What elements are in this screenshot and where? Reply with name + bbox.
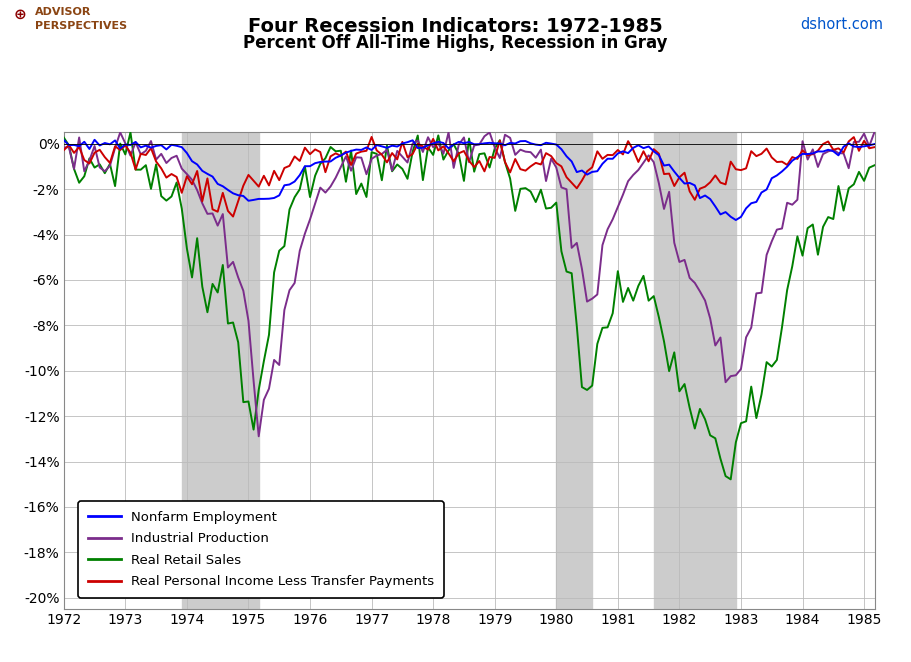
Text: ADVISOR: ADVISOR — [35, 7, 91, 17]
Bar — [557, 132, 592, 609]
Text: ⊕: ⊕ — [14, 7, 26, 22]
Bar — [182, 132, 259, 609]
Text: dshort.com: dshort.com — [801, 17, 884, 32]
Bar — [654, 132, 736, 609]
Legend: Nonfarm Employment, Industrial Production, Real Retail Sales, Real Personal Inco: Nonfarm Employment, Industrial Productio… — [78, 502, 444, 598]
Text: PERSPECTIVES: PERSPECTIVES — [35, 21, 127, 31]
Text: Four Recession Indicators: 1972-1985: Four Recession Indicators: 1972-1985 — [248, 17, 663, 36]
Text: Percent Off All-Time Highs, Recession in Gray: Percent Off All-Time Highs, Recession in… — [243, 34, 668, 52]
